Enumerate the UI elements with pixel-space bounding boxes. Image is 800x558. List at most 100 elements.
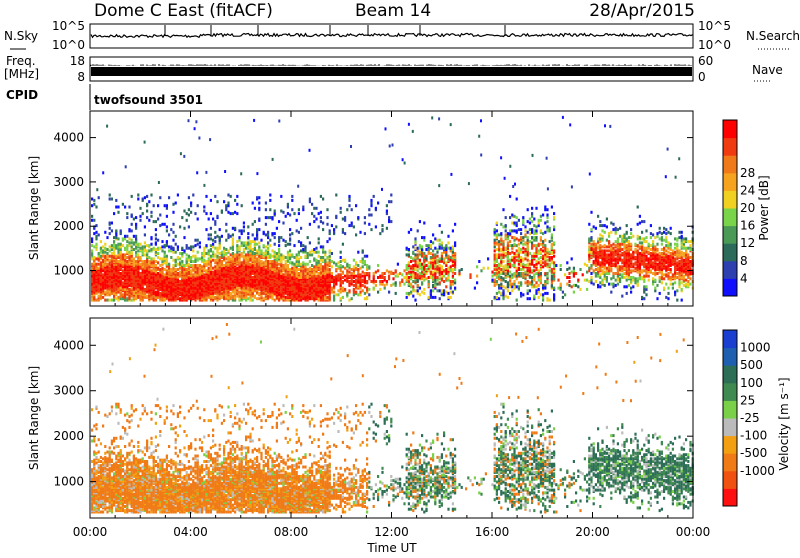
data-cell <box>428 276 430 279</box>
data-cell <box>309 223 311 226</box>
data-cell <box>331 265 333 268</box>
data-cell <box>170 245 172 248</box>
data-cell <box>298 251 300 254</box>
data-cell <box>500 271 502 274</box>
data-cell <box>95 206 97 209</box>
data-cell <box>148 263 150 266</box>
data-cell <box>496 253 498 256</box>
data-cell <box>179 267 181 270</box>
data-cell <box>419 275 421 278</box>
data-cell <box>263 265 265 268</box>
nsky-series-line <box>91 34 693 38</box>
data-cell <box>111 285 113 288</box>
data-cell <box>126 248 128 251</box>
data-cell <box>232 260 234 263</box>
data-cell <box>502 240 504 243</box>
data-cell <box>408 231 410 234</box>
data-cell <box>153 257 155 260</box>
data-cell <box>513 239 515 242</box>
data-cell <box>258 255 260 258</box>
data-cell <box>267 287 269 290</box>
data-cell <box>172 269 174 272</box>
data-cell <box>392 272 394 275</box>
data-cell <box>181 216 183 219</box>
data-cell <box>502 296 504 299</box>
data-cell <box>146 244 148 247</box>
data-cell <box>505 267 507 270</box>
data-cell <box>197 257 199 260</box>
data-cell <box>496 241 498 244</box>
data-cell <box>329 268 331 271</box>
data-cell <box>155 248 157 251</box>
data-cell <box>373 279 375 282</box>
data-cell <box>496 222 498 225</box>
data-cell <box>342 287 344 290</box>
data-cell <box>247 225 249 228</box>
data-cell <box>285 263 287 266</box>
data-cell <box>128 261 130 264</box>
data-cell <box>247 251 249 254</box>
data-cell <box>124 296 126 299</box>
data-cell <box>511 229 513 232</box>
data-cell <box>307 280 309 283</box>
data-cell <box>425 272 427 275</box>
data-cell <box>192 279 194 282</box>
data-cell <box>230 257 232 260</box>
data-cell <box>91 249 93 252</box>
data-cell <box>265 223 267 226</box>
data-cell <box>337 261 339 264</box>
data-cell <box>430 256 432 259</box>
data-cell <box>223 297 225 300</box>
data-cell <box>527 292 529 295</box>
data-cell <box>509 271 511 274</box>
data-cell <box>236 267 238 270</box>
data-cell <box>159 257 161 260</box>
data-cell <box>289 237 291 240</box>
data-cell <box>502 260 504 263</box>
data-cell <box>126 276 128 279</box>
data-cell <box>208 267 210 270</box>
data-cell <box>368 223 370 226</box>
data-cell <box>159 292 161 295</box>
data-cell <box>322 275 324 278</box>
data-cell <box>406 253 408 256</box>
data-cell <box>205 293 207 296</box>
data-cell <box>265 289 267 292</box>
data-cell <box>153 277 155 280</box>
data-cell <box>329 237 331 240</box>
data-cell <box>428 244 430 247</box>
data-cell <box>353 265 355 268</box>
data-cell <box>412 264 414 267</box>
data-cell <box>100 255 102 258</box>
data-cell <box>320 259 322 262</box>
data-cell <box>357 251 359 254</box>
data-cell <box>351 222 353 225</box>
data-cell <box>223 264 225 267</box>
data-cell <box>208 233 210 236</box>
data-cell <box>419 244 421 247</box>
data-cell <box>410 228 412 231</box>
data-cell <box>524 264 526 267</box>
data-cell <box>505 272 507 275</box>
data-cell <box>498 287 500 290</box>
data-cell <box>208 257 210 260</box>
data-cell <box>232 212 234 215</box>
data-cell <box>144 265 146 268</box>
data-cell <box>498 263 500 266</box>
data-cell <box>502 265 504 268</box>
data-cell <box>91 267 93 270</box>
data-cell <box>408 280 410 283</box>
data-cell <box>291 195 293 198</box>
data-cell <box>278 236 280 239</box>
data-cell <box>300 269 302 272</box>
data-cell <box>340 280 342 283</box>
data-cell <box>298 212 300 215</box>
data-cell <box>520 236 522 239</box>
data-cell <box>346 208 348 211</box>
data-cell <box>192 245 194 248</box>
data-cell <box>194 212 196 215</box>
data-cell <box>124 256 126 259</box>
data-cell <box>225 279 227 282</box>
data-cell <box>128 206 130 209</box>
data-cell <box>458 272 460 275</box>
